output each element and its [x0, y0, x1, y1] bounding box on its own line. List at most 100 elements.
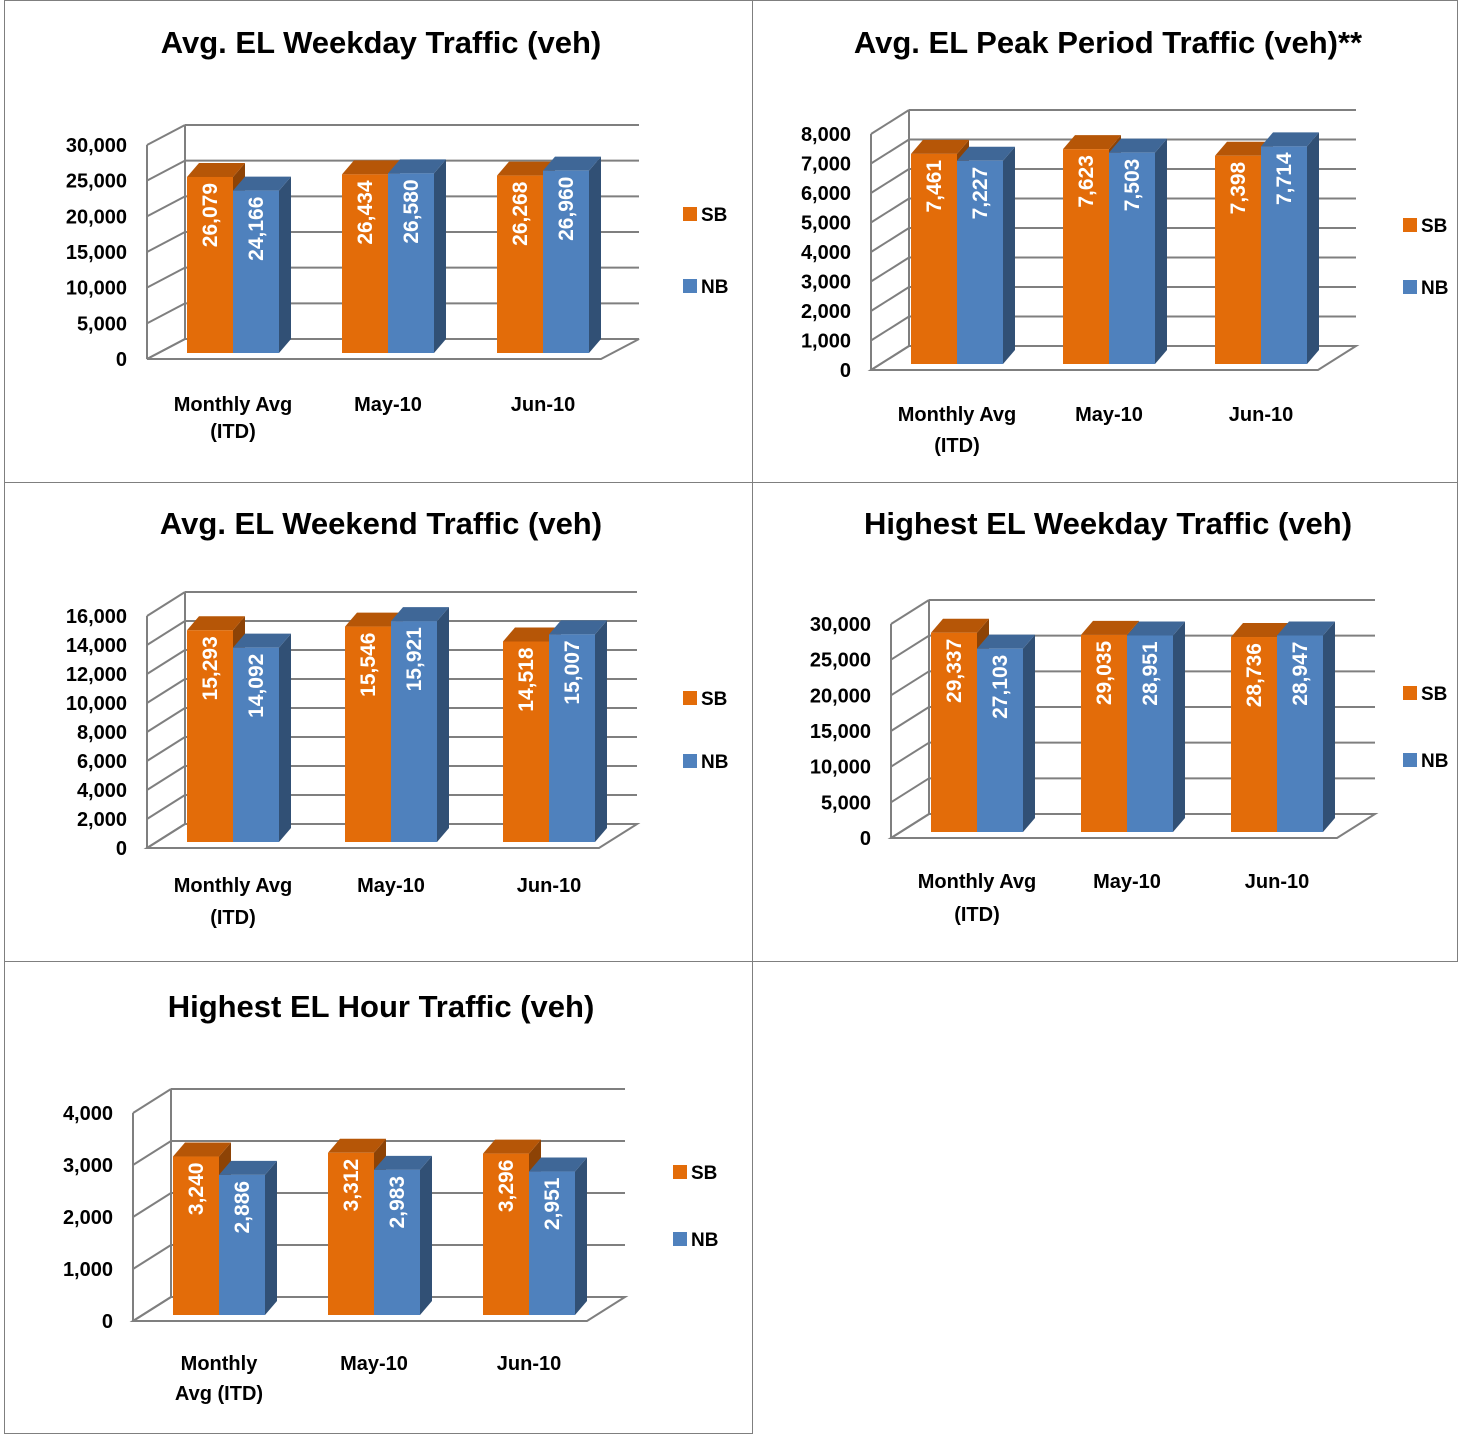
bar-nb: 14,092 — [233, 633, 291, 842]
bar-top-face — [328, 1138, 386, 1153]
bar-value-label: 14,518 — [515, 647, 538, 712]
bar-front-face — [931, 632, 977, 832]
bar-sb: 15,293 — [187, 616, 245, 842]
y-tick-label: 2,000 — [63, 1207, 113, 1229]
bar-top-face — [957, 146, 1015, 161]
bar-front-face — [1261, 146, 1307, 364]
bar-front-face — [549, 634, 595, 842]
chart-title: Highest EL Weekday Traffic (veh) — [864, 506, 1352, 541]
legend-swatch-sb — [683, 207, 697, 221]
gridline-side — [870, 109, 910, 135]
bar-value-label: 26,580 — [400, 179, 423, 243]
bar-front-face — [187, 630, 233, 842]
bar-side-face — [1323, 621, 1335, 832]
x-category-label: Monthly Avg — [174, 875, 293, 897]
bar-side-face — [1155, 138, 1167, 364]
x-category-label: May-10 — [357, 875, 425, 897]
legend-swatch-sb — [683, 691, 697, 705]
legend-label-sb: SB — [701, 689, 727, 710]
bar-front-face — [483, 1153, 529, 1315]
y-tick-label: 0 — [116, 349, 127, 371]
bar-value-label: 7,227 — [969, 167, 992, 220]
y-tick-label: 20,000 — [810, 685, 871, 707]
gridline-side — [890, 741, 930, 768]
bar-front-face — [1109, 152, 1155, 364]
bar-front-face — [173, 1156, 219, 1315]
bar-nb: 7,227 — [957, 146, 1015, 364]
y-tick-label: 0 — [116, 838, 127, 860]
y-tick-label: 4,000 — [801, 242, 851, 264]
bar-side-face — [1307, 132, 1319, 364]
bar-top-face — [1109, 138, 1167, 153]
y-tick-label: 10,000 — [810, 757, 871, 779]
y-tick-label: 14,000 — [66, 635, 127, 657]
y-tick-label: 5,000 — [77, 313, 127, 335]
bar-top-face — [549, 620, 607, 635]
bar-value-label: 2,983 — [386, 1176, 409, 1229]
bar-front-face — [342, 174, 388, 353]
y-tick-label: 20,000 — [66, 206, 127, 228]
y-tick-label: 30,000 — [810, 614, 871, 636]
x-category-label: May-10 — [1093, 871, 1161, 893]
bar-side-face — [595, 620, 607, 842]
legend-label-nb: NB — [691, 1230, 718, 1251]
bar-top-face — [529, 1157, 587, 1172]
bar-side-face — [279, 633, 291, 842]
bar-nb: 26,580 — [388, 159, 446, 353]
legend-label-nb: NB — [701, 277, 728, 298]
bar-front-face — [187, 176, 233, 353]
bar-side-face — [1023, 634, 1035, 832]
bar-top-face — [1261, 132, 1319, 147]
bar-side-face — [1003, 146, 1015, 364]
bar-front-face — [328, 1152, 374, 1315]
x-category-label: May-10 — [1075, 404, 1143, 426]
bar-top-face — [1081, 620, 1139, 635]
bar-value-label: 7,398 — [1227, 161, 1250, 214]
bar-top-face — [187, 162, 245, 177]
x-category-label: May-10 — [354, 394, 422, 416]
bar-side-face — [589, 156, 601, 353]
legend-swatch-nb — [683, 279, 697, 293]
bar-value-label: 15,293 — [199, 636, 222, 700]
bar-top-face — [345, 612, 403, 627]
gridline-side — [146, 124, 186, 146]
bar-front-face — [1215, 155, 1261, 364]
gridline-side — [146, 678, 186, 704]
bar-front-face — [374, 1169, 420, 1315]
bar-front-face — [388, 173, 434, 353]
y-tick-label: 1,000 — [801, 331, 851, 353]
legend-swatch-nb — [1403, 753, 1417, 767]
bar-value-label: 7,503 — [1121, 159, 1144, 212]
y-tick-label: 2,000 — [801, 301, 851, 323]
y-tick-label: 1,000 — [63, 1259, 113, 1281]
y-tick-label: 7,000 — [801, 154, 851, 176]
y-tick-label: 12,000 — [66, 664, 127, 686]
legend: SB NB — [683, 689, 728, 773]
bar-front-face — [1231, 637, 1277, 832]
y-tick-label: 2,000 — [77, 809, 127, 831]
x-category-label: (ITD) — [210, 421, 256, 443]
legend-label-sb: SB — [691, 1163, 717, 1184]
bar-nb: 24,166 — [233, 176, 291, 353]
bar-top-face — [931, 618, 989, 633]
gridline-side — [146, 765, 186, 791]
bar-value-label: 2,886 — [231, 1181, 254, 1234]
bar-front-face — [1127, 635, 1173, 832]
bar-top-face — [977, 634, 1035, 649]
gridline-side — [146, 159, 186, 182]
x-category-label: (ITD) — [954, 904, 1000, 926]
y-tick-label: 3,000 — [63, 1155, 113, 1177]
bar-side-face — [575, 1157, 587, 1315]
legend-label-sb: SB — [701, 205, 727, 226]
bar-value-label: 29,337 — [943, 639, 966, 703]
bar-front-face — [1063, 149, 1109, 364]
gridline-side — [146, 707, 186, 733]
y-tick-label: 10,000 — [66, 693, 127, 715]
legend-swatch-sb — [1403, 218, 1417, 232]
bar-top-face — [219, 1160, 277, 1175]
chart-floor — [143, 823, 641, 849]
bar-top-face — [483, 1139, 541, 1154]
bar-side-face — [434, 159, 446, 353]
legend: SB NB — [683, 205, 728, 298]
